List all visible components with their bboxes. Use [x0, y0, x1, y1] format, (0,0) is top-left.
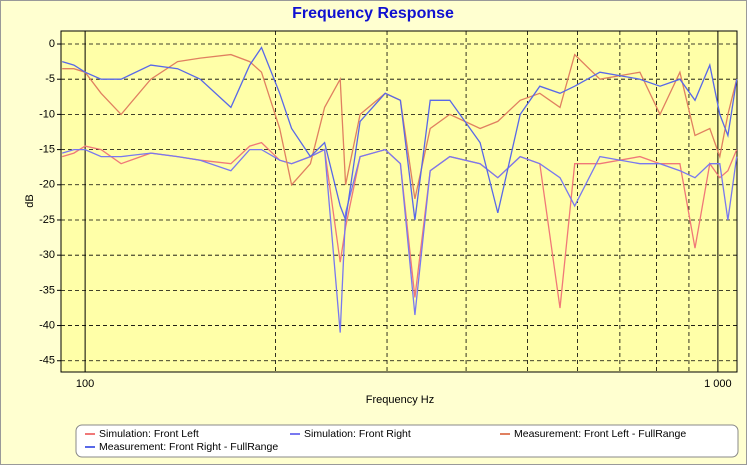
y-tick-label: -40 — [39, 319, 55, 331]
legend-label: Simulation: Front Left — [99, 428, 199, 440]
y-tick-label: -20 — [39, 179, 55, 191]
plot-area — [60, 30, 738, 373]
legend-label: Measurement: Front Right - FullRange — [99, 441, 278, 453]
y-tick-label: 0 — [49, 38, 55, 50]
y-tick-label: -30 — [39, 249, 55, 261]
legend-label: Simulation: Front Right — [304, 428, 411, 440]
legend-label: Measurement: Front Left - FullRange — [514, 428, 686, 440]
y-tick-label: -10 — [39, 108, 55, 120]
x-tick-label: 100 — [76, 378, 94, 390]
y-axis-label: dB — [24, 194, 36, 207]
y-tick-label: -35 — [39, 284, 55, 296]
y-tick-label: -5 — [45, 73, 55, 85]
series-line — [62, 148, 738, 333]
y-tick-label: -15 — [39, 143, 55, 155]
chart-title: Frequency Response — [292, 5, 454, 22]
series-line — [62, 46, 738, 223]
y-tick-label: -25 — [39, 214, 55, 226]
y-tick-label: -45 — [39, 355, 55, 367]
x-axis-label: Frequency Hz — [366, 394, 434, 406]
x-tick-label: 1 000 — [704, 378, 732, 390]
legend-box — [75, 424, 739, 458]
